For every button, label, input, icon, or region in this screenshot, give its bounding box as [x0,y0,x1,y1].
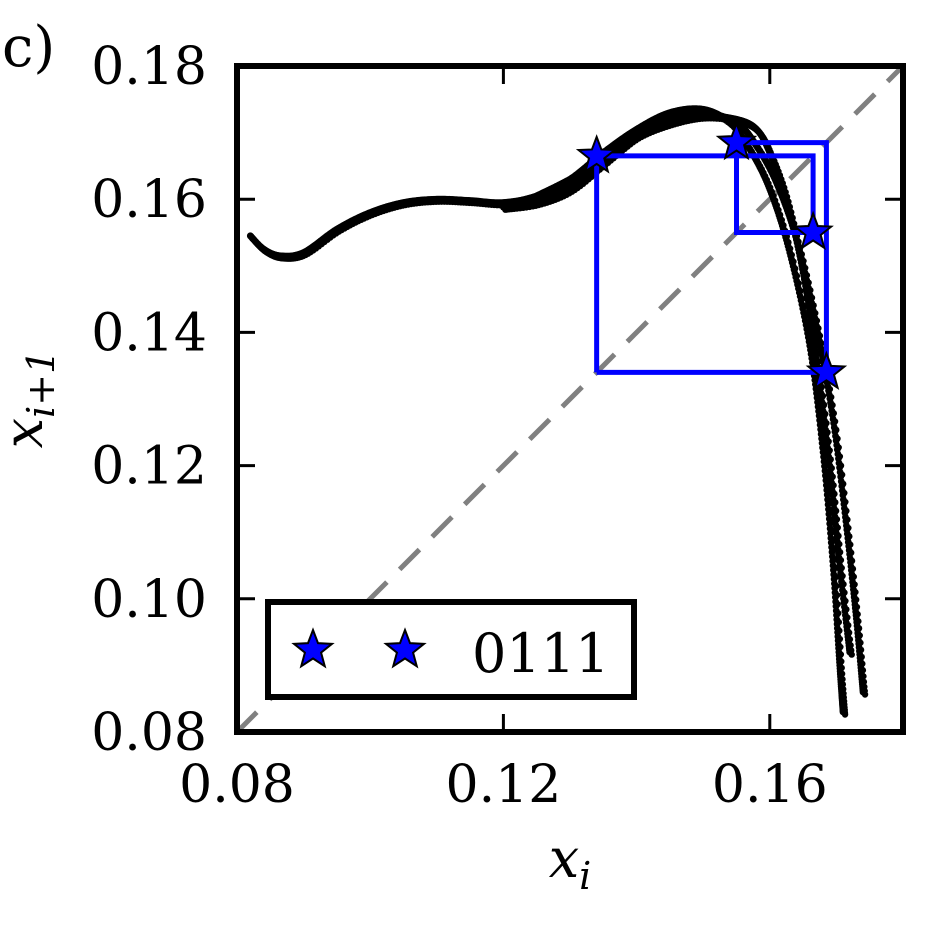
y-tick-label: 0.12 [91,437,207,497]
orbit-star-marker [792,210,834,251]
x-tick-label: 0.12 [446,755,562,815]
plot-frame [234,63,906,735]
panel-label: c) [2,15,56,80]
return-map-series-2 [533,112,855,658]
orbit-star-marker [715,120,758,161]
legend-label: 0111 [472,622,609,685]
return-map-point [841,711,849,718]
x-axis-label: xi [549,827,592,898]
orbit-star-marker [575,134,618,174]
y-tick-label: 0.16 [91,170,207,230]
y-tick-label: 0.18 [91,37,207,97]
y-tick-label: 0.08 [91,703,207,763]
legend-star-marker [291,627,335,669]
y-tick-label: 0.14 [91,303,207,363]
x-tick-label: 0.08 [179,755,295,815]
x-tick-label: 0.16 [712,755,828,815]
y-axis-label: xi+1 [0,350,63,449]
orbit-star-marker [805,350,848,391]
return-map-point [848,651,855,658]
orbit-cobweb-path [594,140,829,375]
legend-box [265,599,637,700]
legend-star-marker [383,627,427,669]
y-tick-label: 0.10 [91,570,207,630]
return-map-point [861,691,869,698]
